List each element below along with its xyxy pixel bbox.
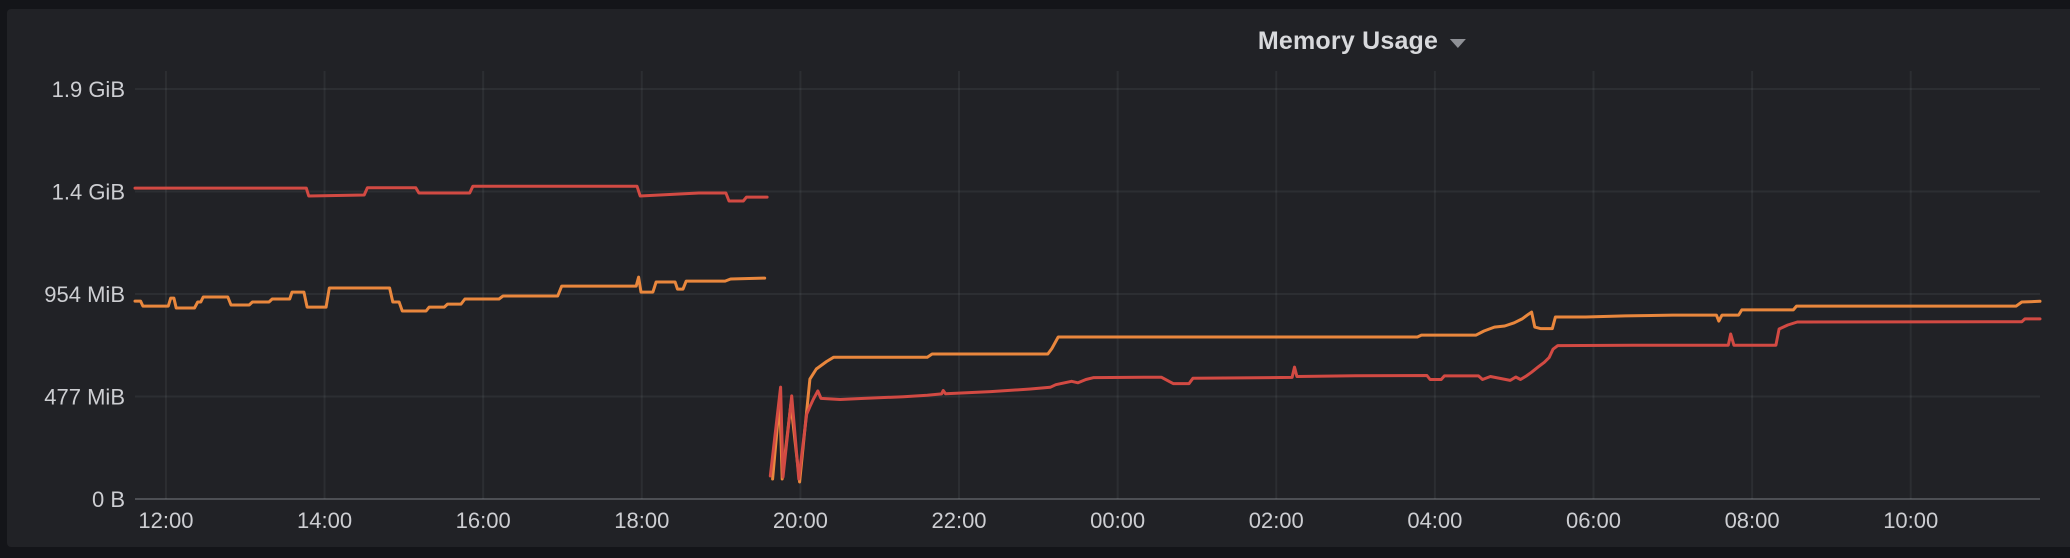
- x-axis-label: 10:00: [1883, 508, 1938, 533]
- y-axis-label: 954 MiB: [44, 282, 125, 307]
- x-axis-label: 06:00: [1566, 508, 1621, 533]
- chart-svg[interactable]: 0 B 477 MiB 954 MiB 1.4 GiB 1.9 GiB 12:00 14:0…: [7, 9, 2070, 558]
- y-axis-label: 1.4 GiB: [52, 180, 125, 205]
- x-axis-label: 00:00: [1090, 508, 1145, 533]
- x-axis-label: 02:00: [1249, 508, 1304, 533]
- x-axis-label: 08:00: [1725, 508, 1780, 533]
- x-axis-label: 14:00: [297, 508, 352, 533]
- orange-series-line: [133, 275, 767, 313]
- panel-header: Memory Usage: [7, 9, 2070, 57]
- x-axis-label: 20:00: [773, 508, 828, 533]
- orange-series-line: [771, 299, 2042, 484]
- x-axis-label: 16:00: [456, 508, 511, 533]
- x-axis-label: 22:00: [931, 508, 986, 533]
- red-series-line: [133, 184, 769, 203]
- x-axis-label: 12:00: [138, 508, 193, 533]
- x-axis-label: 18:00: [614, 508, 669, 533]
- red-series-line: [768, 317, 2042, 481]
- y-axis-label: 0 B: [92, 487, 125, 512]
- panel-title-menu[interactable]: Memory Usage: [1257, 27, 1467, 56]
- memory-usage-chart[interactable]: 0 B 477 MiB 954 MiB 1.4 GiB 1.9 GiB 12:00 14:0…: [7, 9, 2070, 558]
- chevron-down-icon[interactable]: [1450, 38, 1467, 48]
- x-axis-label: 04:00: [1407, 508, 1462, 533]
- y-axis-label: 1.9 GiB: [52, 77, 125, 102]
- y-axis-label: 477 MiB: [44, 385, 125, 410]
- memory-usage-panel: Memory Usage 0 B 477 MiB 954 MiB 1.4 GiB 1.9…: [7, 9, 2070, 547]
- panel-title[interactable]: Memory Usage: [1257, 27, 1439, 55]
